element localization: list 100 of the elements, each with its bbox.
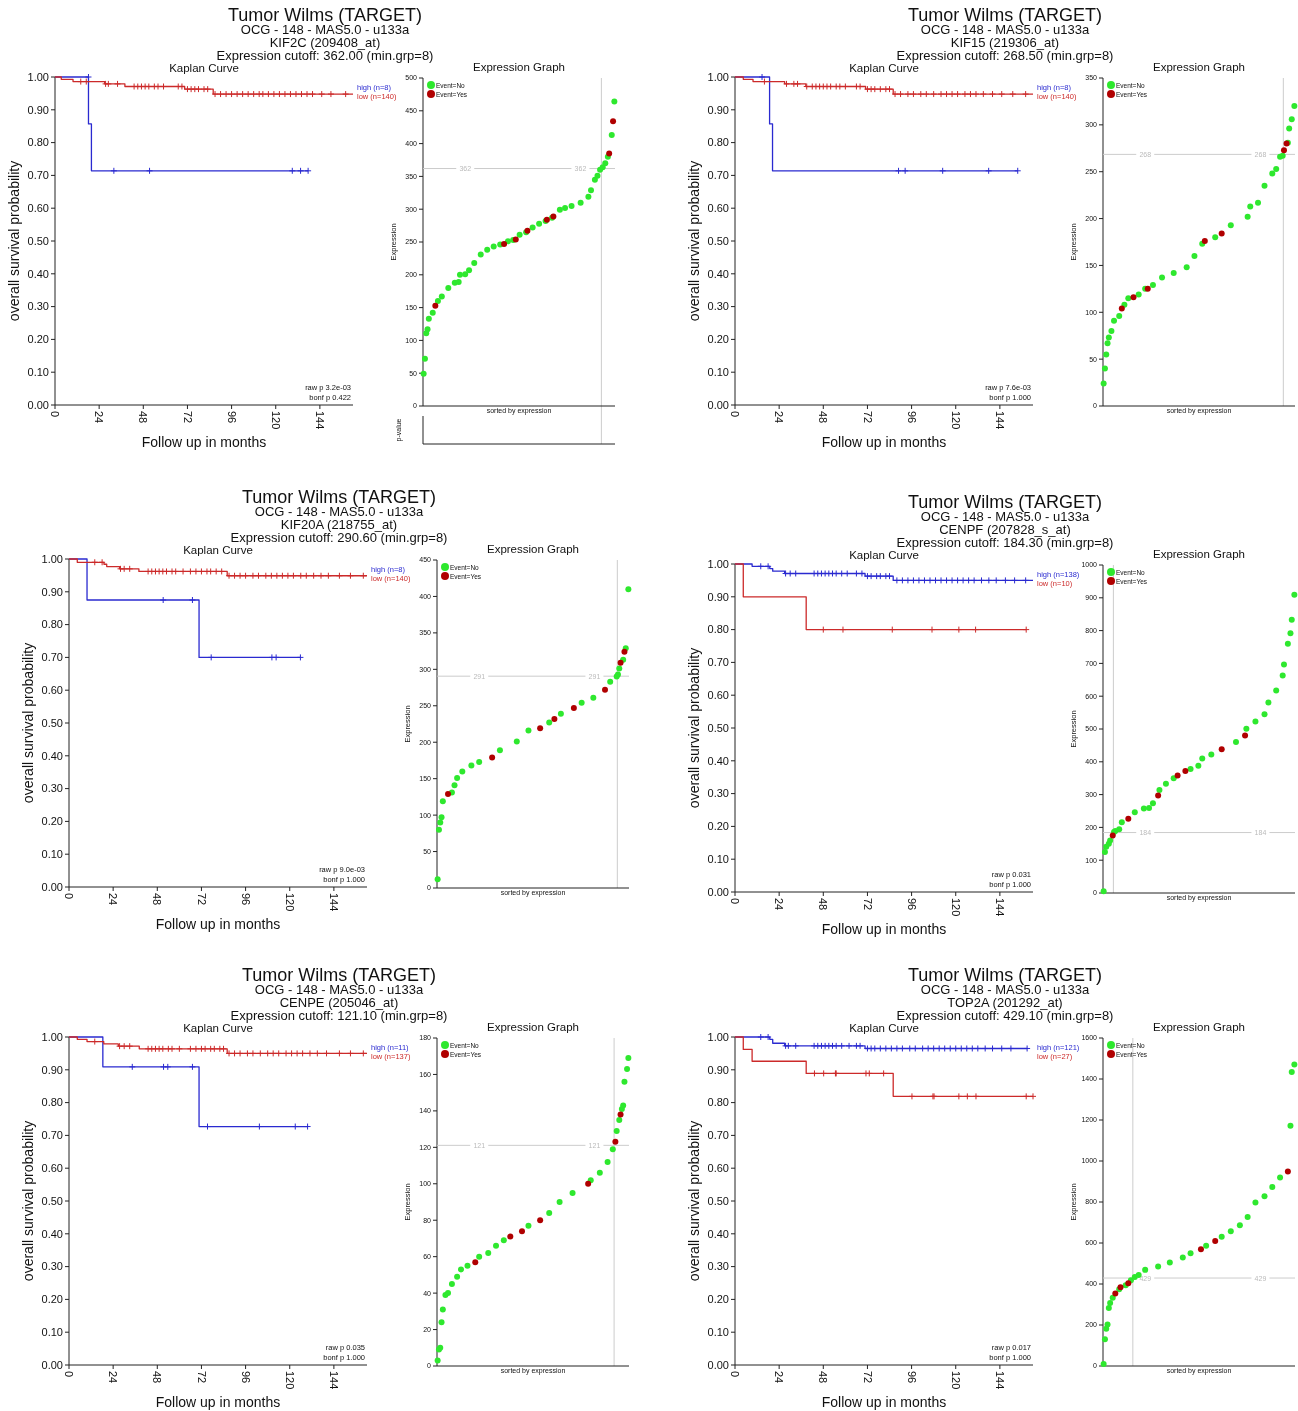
x-tick-label: 120 [283,893,296,912]
x-tick-label: 72 [195,1371,208,1384]
y-tick-label: 0.20 [27,333,49,346]
chart-title: Tumor Wilms (TARGET) [242,487,436,507]
text: Kaplan Curve [849,1022,919,1034]
y-axis-title: overall survival probability [686,1120,702,1282]
chart-title: Tumor Wilms (TARGET) [908,965,1102,985]
y-axis-title: overall survival probability [20,1120,36,1282]
y-tick-label: 0.70 [27,169,49,182]
y-tick-label: 0.50 [41,716,63,729]
y-tick-label: 0.30 [707,787,729,800]
x-tick-label: 72 [181,411,194,424]
x-tick-label: 144 [994,411,1007,430]
y-tick-label: 0.00 [41,880,63,893]
x-tick-label: 24 [93,411,106,424]
x-tick-label: 24 [773,411,786,424]
y-tick-label: 0.40 [41,1227,63,1240]
y-tick-label: 0.50 [707,1194,729,1207]
x-axis-title: Follow up in months [155,1394,281,1410]
x-tick-label: 120 [949,898,962,917]
text: Kaplan Curve [183,544,253,556]
y-tick-label: 0.50 [27,234,49,247]
text: Expression cutoff: 184.30 (min.grp=8) [896,535,1114,550]
x-tick-label: 120 [949,1371,962,1390]
y-tick-label: 0.80 [707,136,729,149]
x-tick-label: 0 [729,1371,742,1378]
x-tick-label: 0 [63,1371,76,1378]
x-tick-label: 96 [225,411,238,424]
x-tick-label: 120 [949,411,962,430]
y-tick-label: 0.70 [707,1129,729,1142]
y-tick-label: 0.60 [41,1162,63,1175]
y-tick-label: 0.70 [707,169,729,182]
x-axis-title: Follow up in months [141,434,267,450]
text: CENPE (205046_at) [279,995,399,1010]
y-tick-label: 0.90 [707,1063,729,1076]
chart-title: Expression Graph [1152,1021,1246,1033]
y-tick-label: 0.90 [41,1063,63,1076]
y-tick-label: 0.10 [707,1326,729,1339]
y-tick-label: 0.40 [707,267,729,280]
chart-title: Expression Graph [486,543,580,555]
y-tick-label: 1.00 [41,552,63,565]
y-axis-title: overall survival probability [6,160,22,322]
text: CENPF (207828_s_at) [939,522,1071,537]
y-tick-label: 0.10 [707,853,729,866]
chart-title: Expression Graph [486,1021,580,1033]
y-tick-label: 1.00 [707,70,729,83]
chart-title: Tumor Wilms (TARGET) [908,492,1102,512]
y-tick-label: 0.00 [707,885,729,898]
x-tick-label: 48 [817,1371,830,1384]
x-axis-title: Follow up in months [821,1394,947,1410]
x-tick-label: 0 [63,893,76,900]
y-tick-label: 0.40 [707,1227,729,1240]
x-tick-label: 96 [905,411,918,424]
y-axis-title: overall survival probability [686,647,702,809]
y-tick-label: 0.90 [707,590,729,603]
y-tick-label: 0.50 [707,234,729,247]
y-tick-label: 1.00 [41,1030,63,1043]
y-tick-label: 0.60 [707,1162,729,1175]
y-tick-label: 0.20 [707,333,729,346]
text: Kaplan Curve [169,62,239,74]
y-tick-label: 0.70 [41,1129,63,1142]
y-tick-label: 0.30 [27,300,49,313]
text: Kaplan Curve [849,549,919,561]
chart-title: Expression Graph [1152,548,1246,560]
y-tick-label: 0.80 [41,618,63,631]
x-tick-label: 0 [729,411,742,418]
x-tick-label: 144 [994,898,1007,917]
y-tick-label: 0.30 [41,782,63,795]
y-tick-label: 0.60 [27,202,49,215]
text: Kaplan Curve [849,62,919,74]
chart-title: Expression Graph [1152,61,1246,73]
x-tick-label: 72 [861,1371,874,1384]
x-tick-label: 48 [151,1371,164,1384]
y-tick-label: 0.40 [41,749,63,762]
y-tick-label: 0.80 [27,136,49,149]
y-tick-label: 0.10 [41,1326,63,1339]
x-tick-label: 144 [994,1371,1007,1390]
y-tick-label: 0.40 [27,267,49,280]
text: TOP2A (201292_at) [947,995,1063,1010]
y-tick-label: 0.90 [41,585,63,598]
y-tick-label: 0.00 [707,398,729,411]
x-axis-title: Follow up in months [155,916,281,932]
x-tick-label: 48 [817,411,830,424]
x-tick-label: 24 [773,1371,786,1384]
y-axis-title: overall survival probability [20,642,36,804]
y-tick-label: 0.20 [41,815,63,828]
y-tick-label: 0.20 [707,1293,729,1306]
x-tick-label: 96 [905,1371,918,1384]
x-tick-label: 120 [283,1371,296,1390]
y-tick-label: 0.40 [707,754,729,767]
y-tick-label: 0.70 [707,656,729,669]
y-tick-label: 0.20 [707,820,729,833]
y-tick-label: 0.00 [41,1358,63,1371]
x-tick-label: 24 [107,1371,120,1384]
y-tick-label: 1.00 [707,557,729,570]
y-tick-label: 0.00 [27,398,49,411]
y-tick-label: 0.10 [27,366,49,379]
y-tick-label: 0.90 [27,103,49,116]
y-tick-label: 0.50 [707,721,729,734]
x-tick-label: 72 [195,893,208,906]
